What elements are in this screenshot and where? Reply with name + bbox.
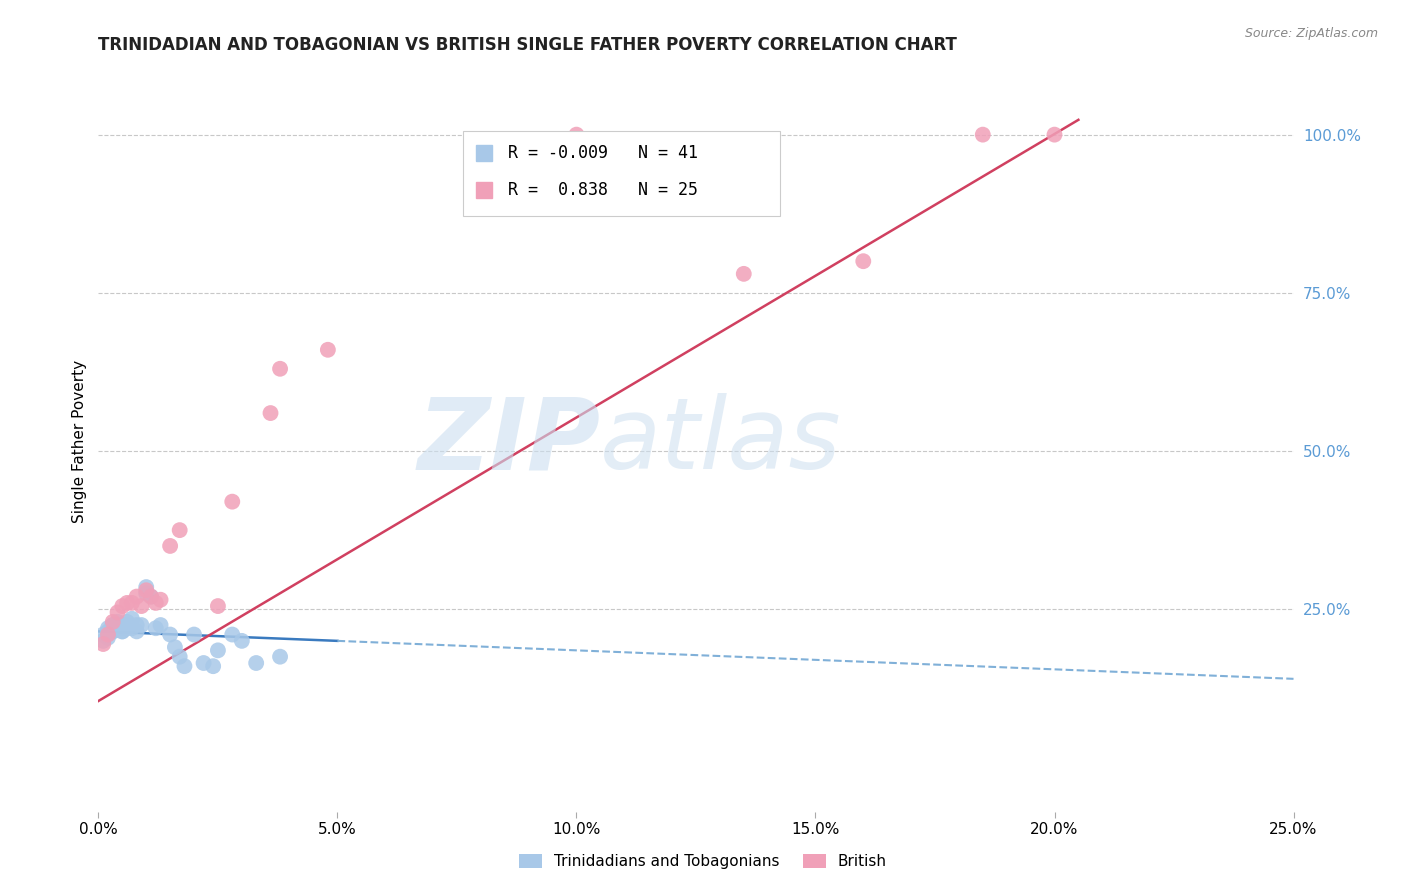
Point — [115, 615, 138, 629]
Point — [193, 656, 215, 670]
Point — [231, 633, 253, 648]
Point — [269, 361, 291, 376]
Point — [131, 618, 153, 632]
Point — [97, 631, 120, 645]
Point — [169, 649, 191, 664]
Point — [149, 592, 172, 607]
Point — [207, 599, 229, 613]
Point — [202, 659, 225, 673]
Point — [125, 590, 148, 604]
Point — [139, 590, 162, 604]
Point — [91, 637, 114, 651]
Point — [97, 627, 120, 641]
Point — [183, 627, 205, 641]
Point — [101, 624, 124, 639]
Point — [163, 640, 186, 655]
Point — [101, 618, 124, 632]
Point — [149, 618, 172, 632]
Text: ZIP: ZIP — [418, 393, 600, 490]
Point — [101, 615, 124, 629]
Y-axis label: Single Father Poverty: Single Father Poverty — [72, 360, 87, 523]
Point — [135, 586, 157, 600]
Point — [145, 621, 167, 635]
Point — [145, 596, 167, 610]
Point — [101, 624, 124, 639]
Point — [173, 659, 195, 673]
Point — [107, 618, 129, 632]
Point — [131, 599, 153, 613]
Point — [107, 621, 129, 635]
Point — [135, 580, 157, 594]
Text: atlas: atlas — [600, 393, 842, 490]
Point — [121, 612, 143, 626]
Point — [121, 596, 143, 610]
Point — [565, 128, 588, 142]
Point — [111, 618, 134, 632]
Point — [121, 621, 143, 635]
Point — [107, 615, 129, 629]
Point — [1043, 128, 1066, 142]
Point — [245, 656, 267, 670]
Point — [159, 539, 181, 553]
Point — [269, 649, 291, 664]
Point — [111, 624, 134, 639]
Point — [733, 267, 755, 281]
Point — [972, 128, 994, 142]
Point — [125, 624, 148, 639]
Point — [259, 406, 281, 420]
Point — [159, 627, 181, 641]
Point — [97, 621, 120, 635]
Point — [115, 621, 138, 635]
Point — [111, 599, 134, 613]
Point — [135, 583, 157, 598]
Text: Source: ZipAtlas.com: Source: ZipAtlas.com — [1244, 27, 1378, 40]
Point — [221, 494, 243, 508]
Point — [169, 523, 191, 537]
Point — [91, 633, 114, 648]
Point — [125, 618, 148, 632]
Point — [221, 627, 243, 641]
FancyBboxPatch shape — [463, 130, 780, 216]
Point — [111, 621, 134, 635]
Point — [115, 596, 138, 610]
Point — [111, 624, 134, 639]
Point — [101, 618, 124, 632]
Legend: Trinidadians and Tobagonians, British: Trinidadians and Tobagonians, British — [513, 848, 893, 875]
Point — [107, 606, 129, 620]
Point — [316, 343, 339, 357]
Text: R = -0.009   N = 41: R = -0.009 N = 41 — [509, 144, 699, 161]
Point — [115, 618, 138, 632]
Text: TRINIDADIAN AND TOBAGONIAN VS BRITISH SINGLE FATHER POVERTY CORRELATION CHART: TRINIDADIAN AND TOBAGONIAN VS BRITISH SI… — [98, 36, 957, 54]
Point — [91, 627, 114, 641]
Point — [852, 254, 875, 268]
Text: R =  0.838   N = 25: R = 0.838 N = 25 — [509, 181, 699, 199]
Point — [97, 624, 120, 639]
Point — [207, 643, 229, 657]
Point — [139, 590, 162, 604]
